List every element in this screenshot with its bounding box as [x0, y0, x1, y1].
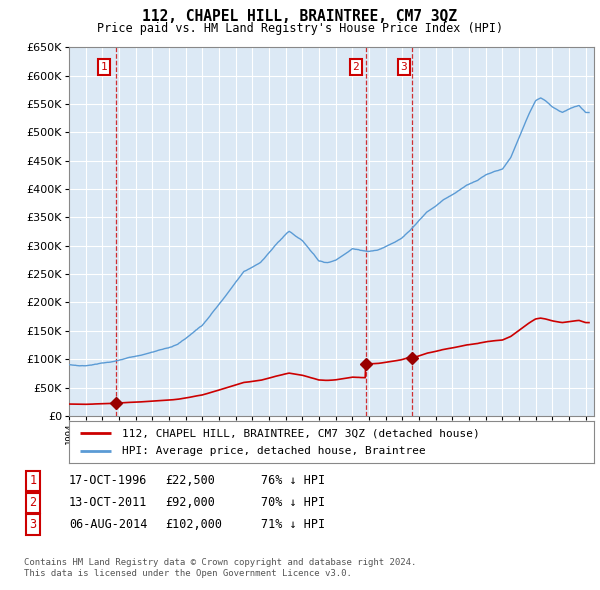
Text: 71% ↓ HPI: 71% ↓ HPI	[261, 518, 325, 531]
Text: Price paid vs. HM Land Registry's House Price Index (HPI): Price paid vs. HM Land Registry's House …	[97, 22, 503, 35]
Text: Contains HM Land Registry data © Crown copyright and database right 2024.: Contains HM Land Registry data © Crown c…	[24, 558, 416, 566]
Text: 06-AUG-2014: 06-AUG-2014	[69, 518, 148, 531]
Text: 112, CHAPEL HILL, BRAINTREE, CM7 3QZ: 112, CHAPEL HILL, BRAINTREE, CM7 3QZ	[143, 9, 458, 24]
Text: This data is licensed under the Open Government Licence v3.0.: This data is licensed under the Open Gov…	[24, 569, 352, 578]
Text: 13-OCT-2011: 13-OCT-2011	[69, 496, 148, 509]
Text: £92,000: £92,000	[165, 496, 215, 509]
Text: 1: 1	[101, 62, 107, 72]
Text: £22,500: £22,500	[165, 474, 215, 487]
Text: £102,000: £102,000	[165, 518, 222, 531]
Text: HPI: Average price, detached house, Braintree: HPI: Average price, detached house, Brai…	[121, 446, 425, 456]
Text: 112, CHAPEL HILL, BRAINTREE, CM7 3QZ (detached house): 112, CHAPEL HILL, BRAINTREE, CM7 3QZ (de…	[121, 428, 479, 438]
Text: 76% ↓ HPI: 76% ↓ HPI	[261, 474, 325, 487]
Text: 3: 3	[29, 518, 37, 531]
Text: 2: 2	[29, 496, 37, 509]
Text: 2: 2	[352, 62, 359, 72]
Text: 3: 3	[401, 62, 407, 72]
Text: 70% ↓ HPI: 70% ↓ HPI	[261, 496, 325, 509]
Text: 1: 1	[29, 474, 37, 487]
Text: 17-OCT-1996: 17-OCT-1996	[69, 474, 148, 487]
